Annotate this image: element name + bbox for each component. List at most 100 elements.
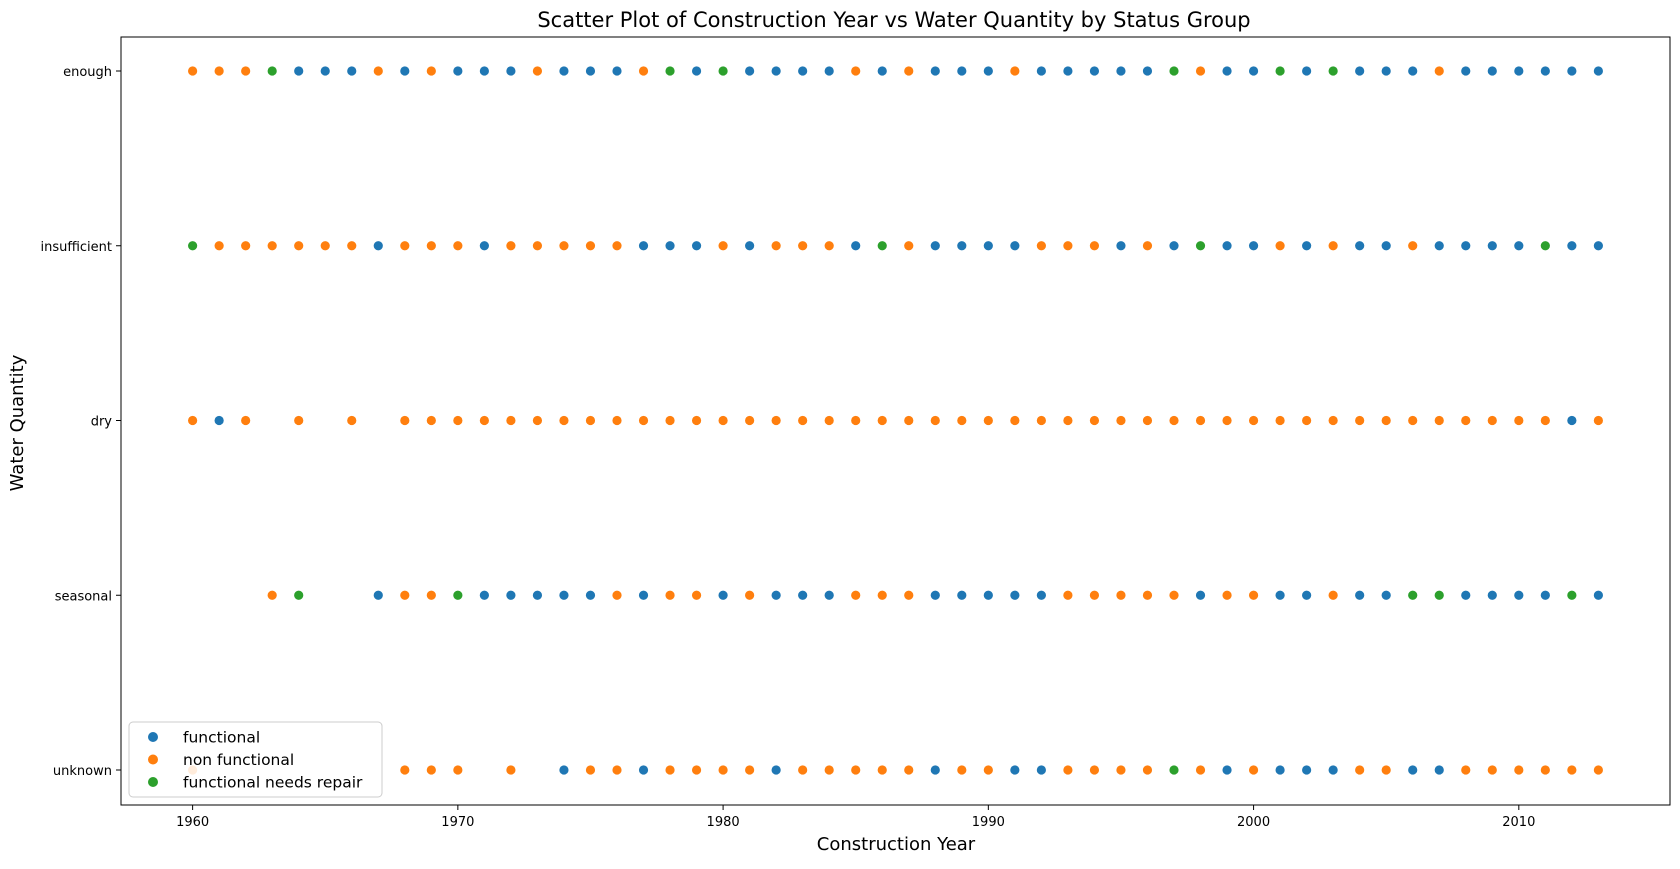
point-functional	[1302, 241, 1312, 251]
point-non-functional	[1328, 241, 1338, 251]
point-non-functional	[771, 241, 781, 251]
point-functional	[957, 590, 967, 600]
point-functional	[1593, 66, 1603, 76]
point-non-functional	[426, 590, 436, 600]
x-tick-label: 1970	[441, 815, 474, 830]
point-non-functional	[506, 415, 516, 426]
point-functional-needs-repair	[718, 66, 728, 76]
point-functional	[638, 241, 649, 251]
point-non-functional	[1248, 415, 1259, 426]
point-non-functional	[426, 765, 436, 775]
point-functional	[1461, 590, 1471, 600]
point-functional	[1514, 590, 1524, 600]
point-non-functional	[347, 415, 357, 426]
point-functional	[373, 241, 383, 251]
point-non-functional	[347, 241, 357, 251]
point-non-functional	[638, 415, 649, 426]
point-non-functional	[1010, 66, 1020, 76]
chart-title: Scatter Plot of Construction Year vs Wat…	[537, 8, 1250, 32]
point-functional	[745, 66, 755, 76]
point-functional	[559, 590, 569, 600]
point-non-functional	[1222, 415, 1232, 426]
point-non-functional	[1142, 765, 1153, 775]
point-functional	[824, 590, 834, 600]
x-tick-label: 2000	[1237, 815, 1270, 830]
legend-label: non functional	[183, 751, 294, 769]
point-functional	[638, 765, 649, 775]
point-functional	[585, 590, 596, 600]
point-non-functional	[824, 765, 834, 775]
point-functional	[400, 66, 410, 76]
point-functional	[373, 590, 383, 600]
point-functional	[691, 66, 702, 76]
point-functional	[638, 590, 649, 600]
point-non-functional	[718, 415, 728, 426]
point-non-functional	[718, 241, 728, 251]
point-functional	[479, 590, 489, 600]
point-non-functional	[745, 415, 755, 426]
point-non-functional	[1063, 590, 1073, 600]
point-functional	[214, 415, 224, 426]
point-functional-needs-repair	[1408, 590, 1418, 600]
point-functional-needs-repair	[665, 66, 675, 76]
point-functional	[771, 66, 781, 76]
point-non-functional	[1248, 765, 1259, 775]
point-non-functional	[1275, 415, 1285, 426]
point-functional	[983, 590, 993, 600]
point-functional	[1010, 765, 1020, 775]
point-functional	[1116, 241, 1126, 251]
point-functional	[1381, 241, 1391, 251]
point-functional	[1381, 590, 1391, 600]
point-non-functional	[1195, 66, 1206, 76]
point-non-functional	[320, 241, 330, 251]
point-non-functional	[1248, 590, 1259, 600]
point-functional	[1302, 590, 1312, 600]
point-functional	[1010, 590, 1020, 600]
point-functional	[559, 66, 569, 76]
y-axis-label: Water Quantity	[7, 354, 28, 491]
axes: 1960 1970 1980 1990 2000 2010 enough insufficie…	[40, 36, 1671, 830]
point-functional	[1063, 66, 1073, 76]
point-non-functional	[294, 241, 304, 251]
point-non-functional	[373, 66, 383, 76]
point-functional	[877, 66, 887, 76]
point-non-functional	[506, 765, 516, 775]
y-tick-label: unknown	[53, 764, 112, 779]
point-non-functional	[877, 765, 887, 775]
point-functional	[691, 241, 702, 251]
point-non-functional	[1063, 241, 1073, 251]
point-non-functional	[1567, 765, 1577, 775]
point-functional-needs-repair	[1275, 66, 1285, 76]
point-functional	[798, 66, 808, 76]
point-functional	[1461, 241, 1471, 251]
x-tick-label: 1980	[707, 815, 740, 830]
legend-box	[128, 721, 383, 798]
point-non-functional	[1142, 590, 1153, 600]
point-non-functional	[798, 415, 808, 426]
point-non-functional	[1408, 241, 1418, 251]
legend-label: functional needs repair	[183, 774, 363, 792]
point-non-functional	[1142, 415, 1153, 426]
point-non-functional	[453, 765, 463, 775]
legend-label: functional	[183, 729, 260, 747]
point-functional	[1036, 590, 1046, 600]
point-functional	[798, 590, 808, 600]
point-functional	[1487, 66, 1497, 76]
point-functional	[1275, 765, 1285, 775]
point-functional	[1381, 66, 1391, 76]
point-functional	[957, 241, 967, 251]
point-functional	[559, 765, 569, 775]
point-functional	[1089, 66, 1100, 76]
point-non-functional	[983, 415, 993, 426]
point-non-functional	[957, 765, 967, 775]
point-functional	[745, 241, 755, 251]
point-functional	[665, 241, 675, 251]
point-non-functional	[1514, 415, 1524, 426]
point-functional	[1593, 241, 1603, 251]
point-non-functional	[1063, 415, 1073, 426]
x-axis-label: Construction Year	[817, 834, 976, 855]
point-functional	[1222, 765, 1232, 775]
point-functional-needs-repair	[188, 241, 198, 251]
